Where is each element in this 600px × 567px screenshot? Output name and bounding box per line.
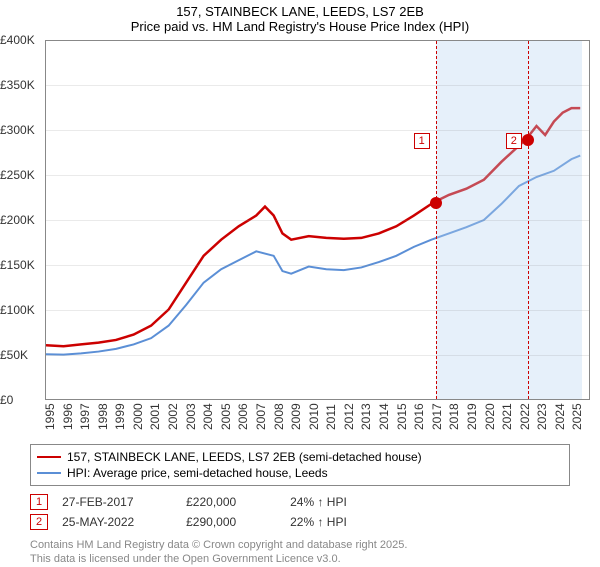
x-axis-label: 2011 xyxy=(324,404,338,430)
chart-title-line1: 157, STAINBECK LANE, LEEDS, LS7 2EB xyxy=(0,0,600,19)
y-axis-label: £350K xyxy=(0,78,35,92)
x-axis-label: 2009 xyxy=(289,403,303,430)
event-date: 27-FEB-2017 xyxy=(62,495,172,509)
legend-swatch xyxy=(37,456,61,458)
marker-badge: 1 xyxy=(414,133,430,149)
y-axis-label: £50K xyxy=(0,348,28,362)
x-axis-label: 2003 xyxy=(184,403,198,430)
x-axis-label: 2025 xyxy=(570,403,584,430)
x-axis-label: 2002 xyxy=(166,403,180,430)
event-price: £290,000 xyxy=(186,515,276,529)
event-badge: 1 xyxy=(30,494,48,510)
x-axis-label: 2004 xyxy=(201,403,215,430)
event-price: £220,000 xyxy=(186,495,276,509)
x-axis-label: 2021 xyxy=(500,403,514,430)
chart-area: 12 £0£50K£100K£150K£200K£250K£300K£350K£… xyxy=(0,40,600,440)
footer-line1: Contains HM Land Registry data © Crown c… xyxy=(30,538,570,552)
y-axis-label: £100K xyxy=(0,303,35,317)
x-axis-label: 2022 xyxy=(518,403,532,430)
x-axis-label: 1999 xyxy=(113,403,127,430)
x-axis-label: 1995 xyxy=(43,403,57,430)
x-axis-label: 2014 xyxy=(377,403,391,430)
y-axis-label: £300K xyxy=(0,123,35,137)
x-axis-label: 2006 xyxy=(236,403,250,430)
legend-label: 157, STAINBECK LANE, LEEDS, LS7 2EB (sem… xyxy=(67,450,422,464)
legend-box: 157, STAINBECK LANE, LEEDS, LS7 2EB (sem… xyxy=(30,444,570,486)
x-axis-label: 2023 xyxy=(535,403,549,430)
x-axis-label: 2008 xyxy=(272,403,286,430)
footer-attribution: Contains HM Land Registry data © Crown c… xyxy=(30,538,570,567)
x-axis-label: 1996 xyxy=(61,403,75,430)
x-axis-label: 2013 xyxy=(359,403,373,430)
legend-label: HPI: Average price, semi-detached house,… xyxy=(67,466,328,480)
x-axis-label: 2019 xyxy=(465,403,479,430)
event-pct: 24% ↑ HPI xyxy=(290,495,347,509)
footer-line2: This data is licensed under the Open Gov… xyxy=(30,552,570,566)
event-row: 1 27-FEB-2017 £220,000 24% ↑ HPI xyxy=(30,492,570,512)
legend-item: 157, STAINBECK LANE, LEEDS, LS7 2EB (sem… xyxy=(37,449,563,465)
x-axis-label: 2007 xyxy=(254,403,268,430)
event-row: 2 25-MAY-2022 £290,000 22% ↑ HPI xyxy=(30,512,570,532)
x-axis-label: 1998 xyxy=(96,403,110,430)
x-axis-label: 2017 xyxy=(430,403,444,430)
x-axis-label: 2020 xyxy=(483,403,497,430)
x-axis-label: 2012 xyxy=(342,403,356,430)
x-axis-label: 2000 xyxy=(131,403,145,430)
y-axis-label: £0 xyxy=(0,393,13,407)
x-axis-label: 2001 xyxy=(148,403,162,430)
legend-swatch xyxy=(37,472,61,474)
x-axis-label: 2024 xyxy=(553,403,567,430)
x-axis-label: 2015 xyxy=(395,403,409,430)
x-axis-label: 2016 xyxy=(412,403,426,430)
marker-dot xyxy=(522,134,534,146)
event-date: 25-MAY-2022 xyxy=(62,515,172,529)
x-axis-label: 2010 xyxy=(307,403,321,430)
y-axis-label: £400K xyxy=(0,33,35,47)
legend-item: HPI: Average price, semi-detached house,… xyxy=(37,465,563,481)
event-pct: 22% ↑ HPI xyxy=(290,515,347,529)
x-axis-label: 1997 xyxy=(78,403,92,430)
y-axis-label: £150K xyxy=(0,258,35,272)
x-axis-label: 2018 xyxy=(447,403,461,430)
y-axis-label: £200K xyxy=(0,213,35,227)
marker-badge: 2 xyxy=(506,133,522,149)
chart-title-line2: Price paid vs. HM Land Registry's House … xyxy=(0,19,600,40)
events-table: 1 27-FEB-2017 £220,000 24% ↑ HPI 2 25-MAY-202… xyxy=(30,492,570,532)
marker-dot xyxy=(430,197,442,209)
x-axis-label: 2005 xyxy=(219,403,233,430)
y-axis-label: £250K xyxy=(0,168,35,182)
event-badge: 2 xyxy=(30,514,48,530)
